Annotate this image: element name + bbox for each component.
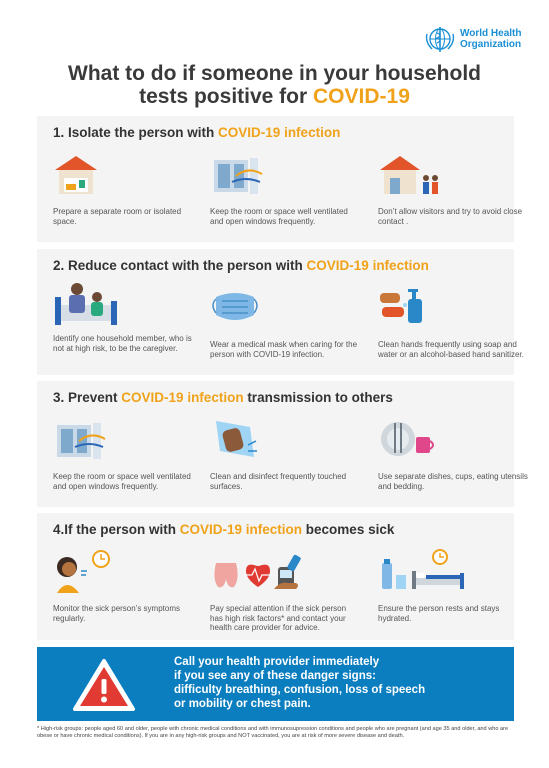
hand-washing-icon (378, 285, 528, 335)
section-1-item-1: Prepare a separate room or isolated spac… (53, 152, 203, 226)
section-4-title-text: If the person with (64, 522, 180, 537)
section-2-title: 2. Reduce contact with the person with C… (53, 258, 429, 273)
section-2-item-3-text: Clean hands frequently using soap and wa… (378, 340, 524, 359)
section-2-item-1-text: Identify one household member, who is no… (53, 334, 192, 353)
separate-dishes-icon (378, 417, 528, 467)
section-3-item-2-text: Clean and disinfect frequently touched s… (210, 472, 347, 491)
section-3-highlight: COVID-19 infection (121, 390, 244, 405)
section-3-title-text: Prevent (68, 390, 122, 405)
section-3-item-3-text: Use separate dishes, cups, eating utensi… (378, 472, 528, 491)
section-3-item-1: Keep the room or space well ventilated a… (53, 417, 203, 491)
section-1-highlight: COVID-19 infection (218, 125, 341, 140)
section-2-item-2-text: Wear a medical mask when caring for the … (210, 340, 358, 359)
high-risk-factors-icon (210, 549, 360, 599)
title-line-2-text: tests positive for (139, 85, 314, 108)
section-4-title-suffix: becomes sick (302, 522, 395, 537)
danger-signs-alert: Call your health provider immediately if… (37, 647, 514, 721)
monitor-symptoms-icon (53, 549, 203, 599)
section-4-item-3: Ensure the person rests and stays hydrat… (378, 549, 528, 623)
section-prevent-transmission: 3. Prevent COVID-19 infection transmissi… (37, 381, 528, 507)
section-2-title-text: Reduce contact with the person with (68, 258, 307, 273)
no-visitors-icon (378, 152, 528, 202)
section-2-item-3: Clean hands frequently using soap and wa… (378, 285, 528, 359)
title-line-1: What to do if someone in your household (68, 62, 481, 85)
section-2-item-2: Wear a medical mask when caring for the … (210, 285, 360, 359)
section-3-item-3: Use separate dishes, cups, eating utensi… (378, 417, 528, 491)
section-3-title: 3. Prevent COVID-19 infection transmissi… (53, 390, 393, 405)
section-4-number: 4. (53, 522, 65, 537)
alert-line-3: difficulty breathing, confusion, loss of… (174, 684, 426, 696)
medical-mask-icon (210, 285, 360, 335)
rest-hydrate-icon (378, 549, 528, 599)
title-line-2: tests positive for COVID-19 (0, 85, 549, 108)
title-highlight: COVID-19 (313, 85, 410, 108)
caregiver-icon (53, 279, 203, 329)
page-title: What to do if someone in your household … (0, 62, 549, 108)
section-3-item-2: Clean and disinfect frequently touched s… (210, 417, 360, 491)
section-3-number: 3. (53, 390, 69, 405)
section-4-highlight: COVID-19 infection (179, 522, 303, 537)
section-3-title-suffix: transmission to others (243, 390, 393, 405)
section-1-title-text: Isolate the person with (68, 125, 219, 140)
footnote: * High-risk groups: people aged 60 and o… (37, 726, 509, 739)
house-room-icon (53, 152, 203, 202)
section-1-item-3: Don’t allow visitors and try to avoid cl… (378, 152, 528, 226)
section-1-item-2-text: Keep the room or space well ventilated a… (210, 207, 348, 226)
section-2-item-1: Identify one household member, who is no… (53, 279, 203, 353)
section-reduce-contact: 2. Reduce contact with the person with C… (37, 249, 524, 375)
section-4-item-1: Monitor the sick person’s symptoms regul… (53, 549, 203, 623)
section-2-highlight: COVID-19 infection (306, 258, 429, 273)
section-1-item-2: Keep the room or space well ventilated a… (210, 152, 360, 226)
section-4-item-2: Pay special attention if the sick person… (210, 549, 360, 633)
section-4-item-3-text: Ensure the person rests and stays hydrat… (378, 604, 500, 623)
who-logo: World Health Organization (424, 24, 521, 54)
alert-line-4: or mobility or chest pain. (174, 698, 311, 710)
section-1-item-1-text: Prepare a separate room or isolated spac… (53, 207, 182, 226)
section-isolate: 1. Isolate the person with COVID-19 infe… (37, 116, 522, 242)
alert-text: Call your health provider immediately if… (174, 655, 494, 711)
section-4-item-1-text: Monitor the sick person’s symptoms regul… (53, 604, 181, 623)
alert-line-1: Call your health provider immediately (174, 656, 380, 668)
section-3-item-1-text: Keep the room or space well ventilated a… (53, 472, 191, 491)
section-2-number: 2. (53, 258, 69, 273)
who-emblem-icon (425, 27, 455, 52)
warning-icon (72, 657, 136, 718)
ventilated-window-icon (210, 152, 360, 202)
disinfect-surface-icon (210, 417, 360, 467)
section-4-item-2-text: Pay special attention if the sick person… (210, 604, 347, 633)
ventilated-window-icon (53, 417, 203, 467)
section-1-item-3-text: Don’t allow visitors and try to avoid cl… (378, 207, 523, 226)
section-becomes-sick: 4.If the person with COVID-19 infection … (37, 513, 514, 640)
section-1-number: 1. (53, 125, 69, 140)
alert-line-2: if you see any of these danger signs: (174, 670, 376, 682)
logo-line-2: Organization (460, 39, 522, 50)
logo-line-1: World Health (460, 28, 522, 39)
section-1-title: 1. Isolate the person with COVID-19 infe… (53, 125, 340, 140)
section-4-title: 4.If the person with COVID-19 infection … (53, 522, 394, 537)
